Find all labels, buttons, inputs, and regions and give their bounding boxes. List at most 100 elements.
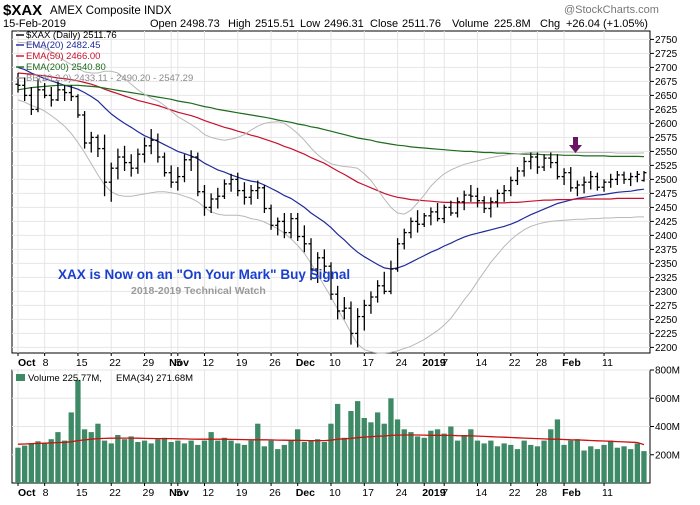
volume-bar [548,429,554,483]
ohlc-bar [102,134,108,197]
ohlc-bar [468,185,474,202]
ohlc-bar [381,271,387,295]
volume-bar [308,440,314,483]
close-label: Close [370,18,398,30]
y-tick-label: 2650 [655,91,678,102]
volume-bar [121,439,128,483]
volume-bar [335,403,341,483]
ohlc-bar [48,87,54,107]
x-tick-label: Dec [296,357,315,369]
ohlc-bar [75,94,81,118]
x-tick-label: 26 [269,487,281,499]
x-tick-label: 28 [535,357,547,369]
ohlc-bar [501,185,507,202]
y-tick-label: 2575 [655,133,678,144]
y-tick-label: 2300 [655,287,678,298]
signal-arrow-icon [569,137,582,153]
ohlc-bar [628,172,634,187]
volume-bar [42,443,48,483]
x-tick-label: 19 [236,487,248,499]
ohlc-bar [261,185,267,213]
volume-bar [128,436,134,483]
ohlc-bar [68,85,74,101]
ohlc-bar [295,213,301,241]
volume-bar [195,444,201,483]
volume-bar [628,449,634,483]
x-tick-label: 2019 [422,357,446,369]
volume-bar [601,444,607,483]
volume-bar [141,440,148,483]
volume-bar [248,440,254,483]
ohlc-bar [108,162,114,202]
ohlc-bar [494,189,500,208]
ohlc-bar [175,167,181,191]
ohlc-bar [95,134,101,157]
ohlc-bar [155,133,161,163]
volume-bar [641,451,647,483]
ohlc-bar [574,180,580,197]
ohlc-bar [541,154,547,171]
ohlc-bar [528,152,534,170]
x-tick-label: 11 [602,487,613,499]
volume-bar [295,429,301,483]
ohlc-bar [341,297,347,320]
legend-item-ema200: EMA(200) 2540.80 [16,62,106,73]
ohlc-bar [208,193,214,213]
change-value: +26.04 (+1.05%) [566,18,648,30]
volume-bar [81,429,88,483]
volume-bar [461,435,467,483]
ohlc-bar [228,173,234,192]
volume-bar [161,437,168,483]
volume-bar [201,440,208,483]
ohlc-bar [241,182,247,205]
ohlc-bar [448,200,454,216]
volume-bar [621,446,627,483]
ohlc-bar [142,137,148,163]
ohlc-bar [268,204,274,230]
ohlc-bar [601,179,607,192]
open-value: 2498.73 [180,18,220,30]
volume-bar [101,440,108,483]
ohlc-bar [554,154,560,180]
volume-bar [448,426,454,483]
ohlc-bar [201,185,207,216]
x-tick-label: 22 [109,487,121,499]
legend-bollinger-text: BB(20,2.0) 2433.11 - 2490.20 - 2547.29 [26,73,193,84]
ohlc-bar [534,152,540,174]
ohlc-bar [42,83,48,99]
volume-bar [241,444,248,483]
ohlc-bar [195,152,201,197]
x-tick-label: Dec [296,487,315,499]
x-tick-label: 14 [476,357,488,369]
x-tick-label: 22 [109,357,121,369]
volume-legend-text: Volume 225.77M, [28,373,102,384]
y-tick-label: 600M [655,394,680,405]
legend-item-ema50: EMA(50) 2466.00 [16,51,100,62]
volume-bar [175,440,181,483]
y-tick-label: 2725 [655,49,678,60]
volume-bar [181,443,188,483]
x-tick-label: 24 [396,487,408,499]
volume-bar [508,444,514,483]
volume-bar [155,439,161,483]
volume-bar [341,437,347,483]
ohlc-bar [521,157,527,177]
volume-bar [135,442,141,483]
x-tick-label: Nov [169,487,189,499]
change-label: Chg [540,18,560,30]
volume-bar [22,445,28,483]
ohlc-bar [288,213,294,239]
volume-bar [255,423,261,483]
price-legend: $XAX (Daily) 2511.76 EMA(20) 2482.45 EMA… [16,30,193,84]
x-tick-label: 22 [509,357,521,369]
ohlc-bar [188,150,194,171]
ohlc-bar [361,299,367,331]
ohlc-bar [461,190,467,211]
low-label: Low [300,18,320,30]
x-tick-label: 22 [509,487,521,499]
volume-bar [434,429,441,483]
volume-bar [328,423,334,483]
ohlc-bar [561,168,567,185]
ohlc-bar [255,180,261,199]
